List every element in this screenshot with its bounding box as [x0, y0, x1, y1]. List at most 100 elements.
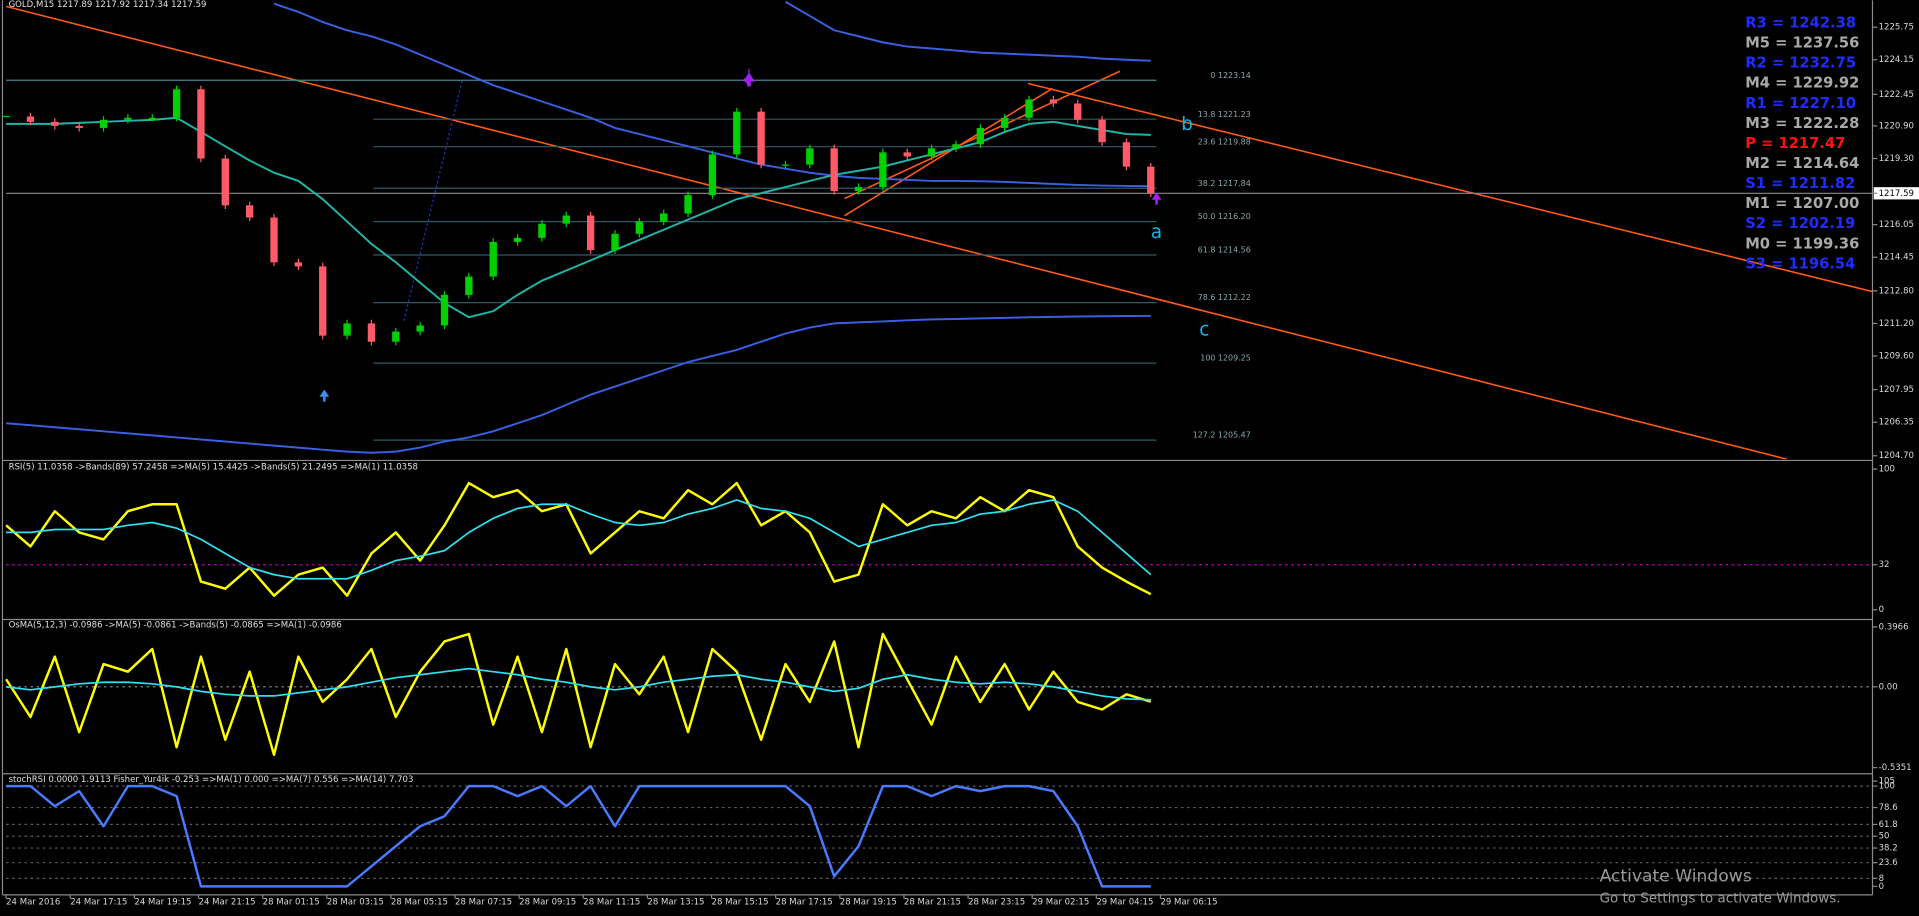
y-tick-label: 1214.45	[1879, 253, 1914, 263]
candle	[75, 125, 83, 128]
candle	[757, 111, 765, 165]
pivot-label: M0 = 1199.36	[1745, 235, 1859, 252]
indicator-line	[6, 499, 1152, 580]
candle	[927, 148, 936, 157]
candle	[172, 89, 181, 118]
candle	[854, 186, 863, 192]
y-tick-label: 0	[1879, 882, 1884, 892]
y-tick-label: 1204.70	[1879, 451, 1914, 461]
time-label: 28 Mar 21:15	[904, 898, 961, 908]
candle	[1122, 142, 1131, 167]
indicator-line	[6, 116, 1151, 319]
wave-label: c	[1199, 320, 1209, 341]
fib-label: 38.2 1217.84	[1198, 179, 1251, 188]
candle	[489, 241, 497, 277]
time-label: 24 Mar 17:15	[70, 898, 127, 908]
y-tick-label: 50	[1879, 832, 1890, 842]
fib-label: 100 1209.25	[1200, 354, 1251, 363]
time-label: 28 Mar 09:15	[519, 898, 576, 908]
pivot-label: M4 = 1229.92	[1745, 75, 1859, 92]
indicator-line	[784, 0, 1151, 62]
y-tick-label: 78.6	[1879, 803, 1898, 813]
pivot-label: R1 = 1227.10	[1745, 95, 1856, 112]
candle	[392, 331, 400, 342]
pivot-label: M1 = 1207.00	[1745, 195, 1859, 212]
fib-label: 61.8 1214.56	[1198, 246, 1251, 255]
candle	[221, 158, 229, 206]
fib-label: 78.6 1212.22	[1198, 293, 1251, 302]
candle	[708, 154, 717, 196]
price-panel	[2, 0, 1873, 460]
time-label: 24 Mar 21:15	[199, 898, 256, 908]
candle	[367, 323, 376, 342]
candle	[830, 148, 838, 192]
candle	[976, 127, 984, 145]
time-label: 24 Mar 2016	[6, 898, 60, 908]
time-label: 28 Mar 03:15	[327, 898, 384, 908]
indicator-line	[6, 784, 1151, 888]
time-label: 24 Mar 19:15	[134, 898, 191, 908]
candle	[635, 221, 644, 234]
fib-label: 13.8 1221.23	[1198, 110, 1251, 119]
rsi-panel	[5, 481, 1873, 597]
candle	[465, 276, 473, 295]
time-label: 29 Mar 06:15	[1160, 898, 1217, 908]
y-tick-label: 38.2	[1879, 844, 1898, 854]
candle	[1098, 119, 1106, 143]
candle	[319, 266, 327, 336]
y-tick-label: 1211.20	[1879, 319, 1914, 329]
fib-label: 127.2 1205.47	[1193, 431, 1251, 440]
indicator-line	[6, 314, 1151, 454]
candle	[1049, 99, 1058, 104]
pivot-label: M2 = 1214.64	[1745, 155, 1859, 172]
candle	[197, 89, 205, 159]
y-tick-label: 0.3966	[1879, 622, 1909, 632]
y-tick-label: 100	[1879, 465, 1895, 475]
candle	[1000, 117, 1009, 128]
candle	[611, 233, 619, 251]
y-tick-label: 1222.45	[1879, 90, 1914, 100]
candle	[245, 205, 254, 218]
candle	[879, 152, 887, 187]
candle	[416, 325, 424, 332]
pivot-label: S1 = 1211.82	[1745, 175, 1855, 192]
stoch-panel	[6, 784, 1873, 888]
pivot-label: S2 = 1202.19	[1745, 215, 1855, 232]
candle	[148, 117, 156, 119]
y-tick-label: 1216.05	[1879, 220, 1914, 230]
y-tick-label: 8	[1879, 874, 1884, 884]
candle	[586, 215, 595, 251]
candle	[781, 164, 790, 166]
pivot-label: M5 = 1237.56	[1745, 35, 1859, 52]
candle	[903, 152, 911, 157]
y-tick-label: 1224.15	[1879, 55, 1914, 65]
candle	[562, 215, 570, 224]
y-tick-label: 1212.80	[1879, 286, 1914, 296]
pivot-label: M3 = 1222.28	[1745, 115, 1859, 132]
time-label: 28 Mar 15:15	[712, 898, 769, 908]
candle	[294, 262, 303, 267]
time-label: 28 Mar 13:15	[647, 898, 704, 908]
candle	[513, 237, 522, 242]
time-label: 28 Mar 17:15	[776, 898, 833, 908]
time-label: 28 Mar 19:15	[840, 898, 897, 908]
wave-label: b	[1181, 114, 1193, 135]
signal-arrow	[1151, 192, 1162, 205]
candle	[1025, 99, 1033, 118]
y-tick-label: 1225.75	[1879, 23, 1914, 33]
time-label: 29 Mar 04:15	[1096, 898, 1153, 908]
watermark-title: Activate Windows	[1600, 867, 1752, 887]
fib-label: 23.6 1219.88	[1198, 137, 1251, 146]
time-label: 28 Mar 07:15	[455, 898, 512, 908]
signal-arrow	[742, 68, 756, 87]
y-tick-label: 100	[1879, 782, 1895, 792]
time-label: 28 Mar 23:15	[968, 898, 1025, 908]
indicator-line	[6, 667, 1151, 701]
pivot-label: S3 = 1196.54	[1745, 255, 1855, 272]
y-tick-label: 105	[1879, 777, 1895, 787]
candle	[733, 111, 741, 155]
candle	[660, 213, 668, 222]
panel-title: OsMA(5,12,3) -0.0986 ->MA(5) -0.0861 ->B…	[9, 621, 342, 631]
